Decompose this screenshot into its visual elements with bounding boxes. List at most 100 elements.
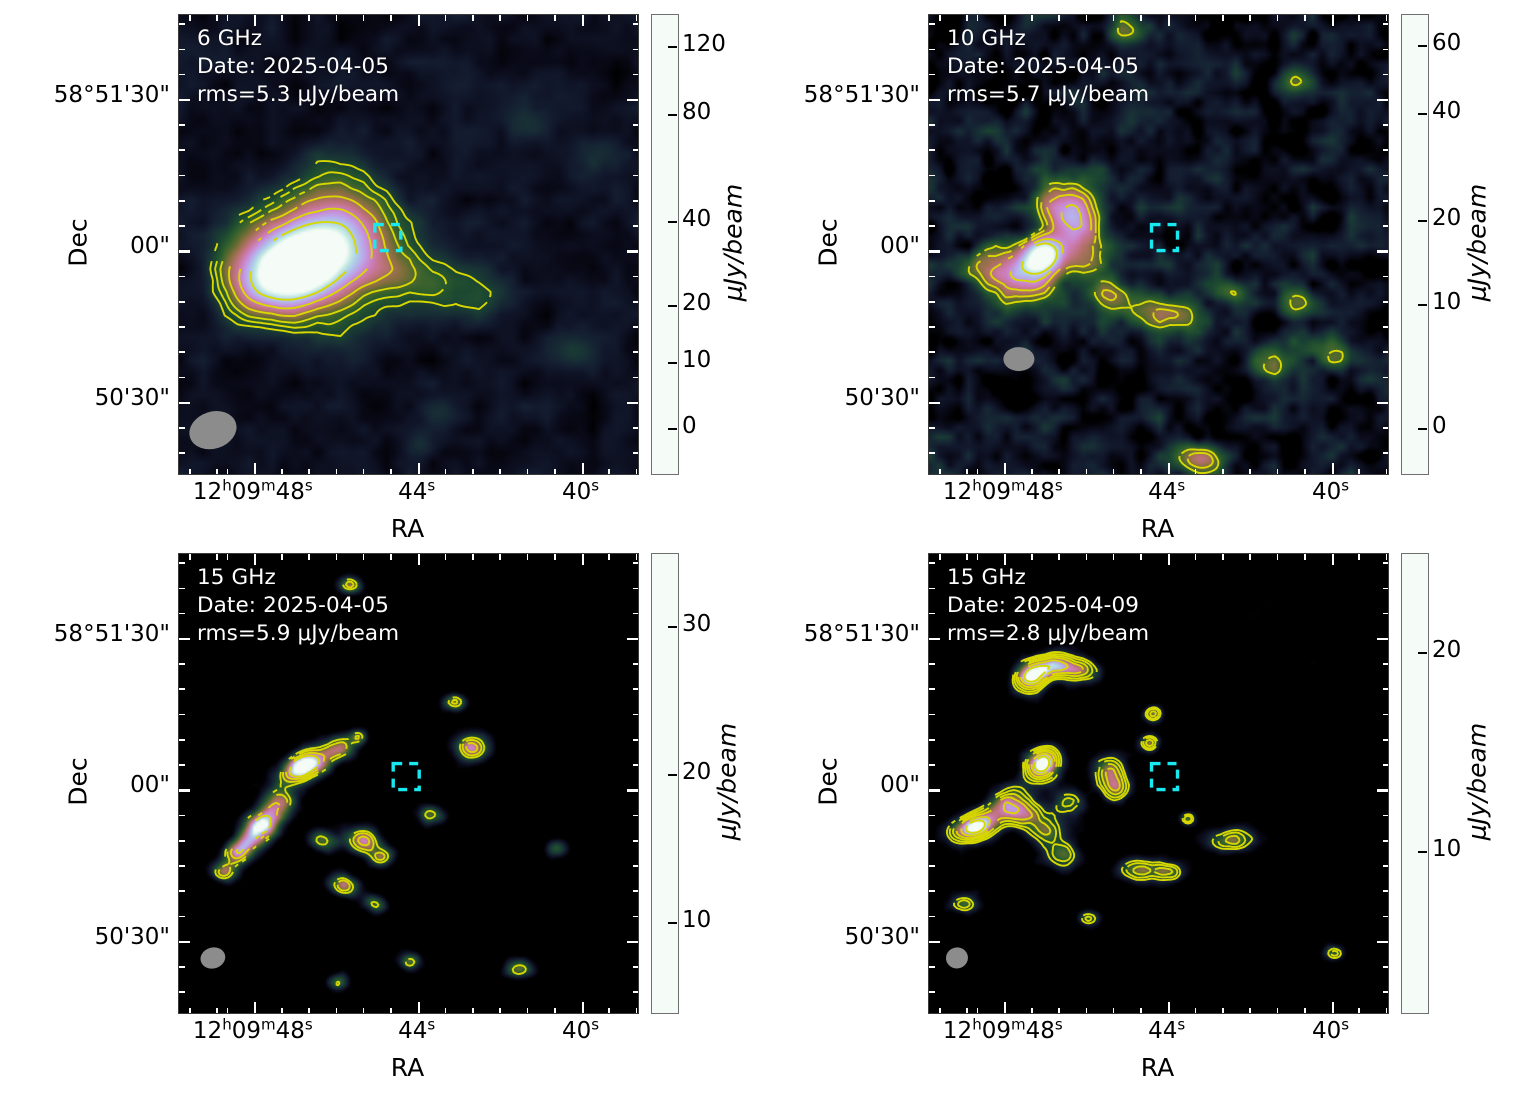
contour-level-0 bbox=[1022, 237, 1029, 242]
sky-map-panel-15ghz-0409[interactable]: 15 GHz Date: 2025-04-09 rms=2.8 μJy/beam bbox=[928, 553, 1389, 1014]
contour-level-4 bbox=[1041, 752, 1053, 768]
contour-level-2 bbox=[293, 755, 299, 760]
contour-level-1 bbox=[1183, 814, 1193, 821]
axis-tick bbox=[444, 468, 447, 474]
axis-tick bbox=[1377, 98, 1388, 102]
axis-tick bbox=[1385, 1007, 1388, 1013]
contour-overlay bbox=[214, 578, 527, 987]
contour-level-5 bbox=[272, 237, 278, 242]
contour-level-1 bbox=[1126, 863, 1133, 868]
contour-level-0 bbox=[209, 260, 488, 338]
axis-tick bbox=[179, 839, 185, 842]
axis-tick bbox=[179, 300, 185, 303]
contour-level-0 bbox=[1011, 242, 1018, 247]
contour-level-0 bbox=[1022, 761, 1059, 785]
contour-level-0 bbox=[277, 188, 284, 193]
axis-tick bbox=[444, 15, 447, 21]
axis-tick bbox=[929, 587, 935, 590]
contour-level-3 bbox=[292, 206, 298, 211]
colorbar-tick-label: 30 bbox=[682, 611, 712, 638]
sky-map-panel-6ghz[interactable]: 6 GHz Date: 2025-04-05 rms=5.3 μJy/beam bbox=[178, 14, 639, 475]
contour-level-2 bbox=[267, 208, 274, 214]
contour-level-0 bbox=[1063, 793, 1080, 803]
axis-tick bbox=[179, 865, 185, 867]
contour-level-3 bbox=[1002, 815, 1034, 821]
axis-tick bbox=[179, 663, 185, 665]
contour-level-4 bbox=[1027, 663, 1036, 668]
contour-level-1 bbox=[1330, 953, 1339, 957]
axis-tick bbox=[444, 554, 447, 560]
sky-map-panel-15ghz-0405[interactable]: 15 GHz Date: 2025-04-05 rms=5.9 μJy/beam bbox=[178, 553, 639, 1014]
axis-tick bbox=[1276, 554, 1279, 560]
contour-level-0 bbox=[1071, 268, 1098, 274]
contour-level-1 bbox=[297, 183, 305, 188]
contour-level-4 bbox=[1034, 660, 1047, 666]
contour-level-0 bbox=[1036, 196, 1044, 229]
contour-level-5 bbox=[1028, 665, 1036, 671]
axis-tick bbox=[1382, 300, 1388, 303]
contour-level-2 bbox=[357, 835, 371, 844]
contour-level-2 bbox=[999, 794, 1006, 799]
contour-level-1 bbox=[292, 185, 299, 191]
axis-tick bbox=[632, 199, 638, 202]
contour-level-3 bbox=[1033, 239, 1041, 245]
contour-level-0 bbox=[408, 957, 416, 965]
contour-level-0 bbox=[1094, 771, 1128, 802]
axis-tick bbox=[179, 326, 185, 328]
axis-tick bbox=[1382, 174, 1388, 177]
contour-level-1 bbox=[948, 827, 999, 843]
axis-tick bbox=[966, 15, 968, 21]
colorbar-tick-label: 80 bbox=[682, 99, 712, 126]
contour-level-0 bbox=[241, 858, 247, 863]
axis-tick bbox=[179, 764, 185, 766]
intensity-image bbox=[179, 554, 638, 1013]
axis-tick bbox=[1058, 554, 1060, 560]
contour-level-1 bbox=[346, 580, 355, 586]
contour-level-2 bbox=[966, 814, 973, 819]
axis-tick bbox=[632, 351, 638, 354]
contour-level-0 bbox=[424, 812, 436, 820]
contour-level-5 bbox=[305, 221, 318, 227]
contour-level-0 bbox=[452, 696, 463, 703]
contour-level-0 bbox=[1093, 291, 1192, 329]
contour-level-2 bbox=[1035, 234, 1043, 239]
axis-tick bbox=[1058, 15, 1060, 21]
contour-level-4 bbox=[975, 816, 991, 827]
contour-level-2 bbox=[357, 838, 370, 847]
contour-level-0 bbox=[1334, 349, 1344, 359]
contour-level-0 bbox=[1327, 355, 1344, 364]
axis-tick bbox=[1382, 612, 1388, 615]
axis-tick bbox=[1358, 468, 1360, 474]
axis-tick bbox=[1382, 764, 1388, 766]
contour-level-0 bbox=[1289, 78, 1303, 87]
axis-tick bbox=[1382, 376, 1388, 379]
colorbar-gradient bbox=[652, 554, 678, 1013]
axis-tick bbox=[216, 1007, 218, 1013]
contour-level-0 bbox=[990, 244, 1013, 250]
contour-level-0 bbox=[955, 897, 975, 906]
dec-tick-label: 00" bbox=[880, 772, 920, 799]
colorbar-tick bbox=[668, 45, 677, 48]
contour-level-1 bbox=[1188, 452, 1195, 457]
contour-level-0 bbox=[953, 902, 975, 912]
contour-level-1 bbox=[290, 755, 296, 760]
axis-tick bbox=[216, 15, 218, 21]
axis-tick bbox=[1331, 15, 1334, 26]
axis-tick bbox=[632, 612, 638, 615]
contour-level-0 bbox=[301, 778, 309, 784]
contour-level-1 bbox=[279, 193, 286, 198]
axis-tick bbox=[499, 554, 501, 560]
contour-level-2 bbox=[285, 198, 291, 203]
axis-tick bbox=[1276, 468, 1279, 474]
contour-level-1 bbox=[264, 203, 271, 209]
contour-level-0 bbox=[1011, 674, 1095, 695]
axis-tick bbox=[1003, 554, 1006, 565]
contour-level-0 bbox=[1065, 270, 1073, 275]
axis-tick bbox=[1140, 15, 1142, 21]
axis-tick bbox=[929, 814, 935, 817]
axis-tick bbox=[179, 562, 185, 564]
axis-tick bbox=[1058, 1007, 1060, 1013]
contour-level-0 bbox=[1082, 913, 1097, 921]
contour-level-0 bbox=[1291, 75, 1303, 83]
